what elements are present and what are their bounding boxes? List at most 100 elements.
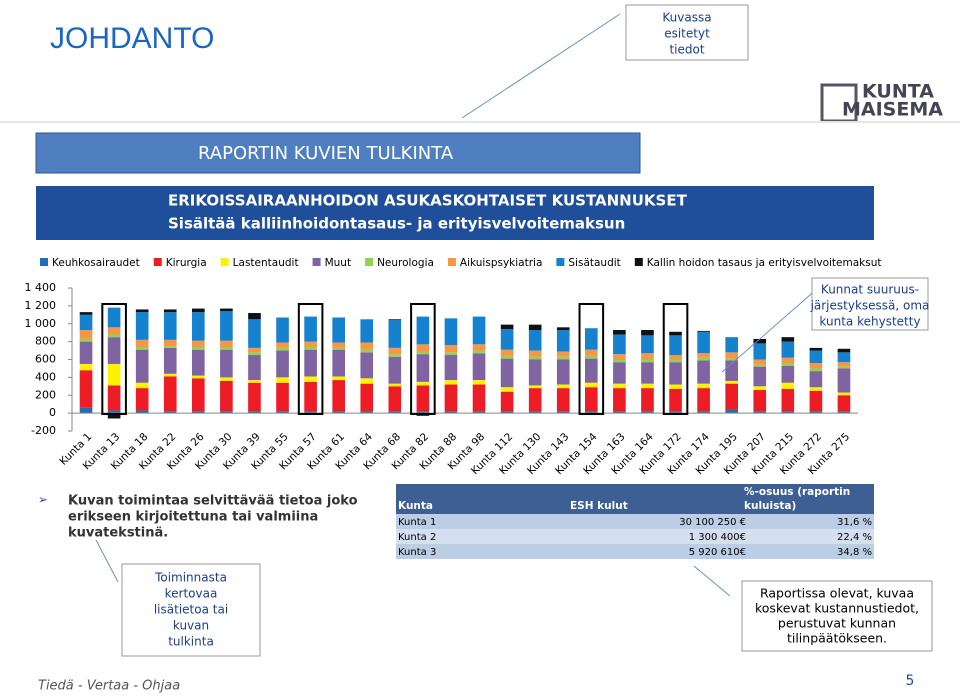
bar-segment xyxy=(837,352,851,363)
bar-segment xyxy=(444,411,458,414)
bar-segment xyxy=(276,317,289,343)
bar-segment xyxy=(416,411,430,414)
bar-segment xyxy=(809,363,823,369)
legend-label: Neurologia xyxy=(377,257,434,269)
bar-segment xyxy=(388,411,402,414)
legend-label: Keuhkosairaudet xyxy=(52,257,140,269)
callout-text: kertovaa xyxy=(165,587,218,601)
bar-segment xyxy=(725,358,738,361)
bar-segment xyxy=(304,316,317,342)
bar-segment xyxy=(276,411,289,414)
bar-segment xyxy=(781,365,795,383)
bar-segment xyxy=(556,351,570,357)
bar-segment xyxy=(697,353,710,358)
bar-segment xyxy=(135,312,149,340)
bar-segment xyxy=(163,373,177,377)
bar-segment xyxy=(837,362,851,367)
legend-label: Kirurgia xyxy=(166,257,207,269)
callout-text: tilinpäätökseen. xyxy=(787,631,887,646)
bar-segment xyxy=(585,355,598,359)
bar-segment xyxy=(388,386,402,412)
bar-segment xyxy=(669,362,682,385)
bar-segment xyxy=(220,311,233,341)
bar-segment xyxy=(697,383,710,389)
chart-title: ERIKOISSAIRAANHOIDON ASUKASKOHTAISET KUS… xyxy=(168,192,688,210)
bar-segment xyxy=(613,334,626,355)
bar-segment xyxy=(163,312,177,340)
bar-segment xyxy=(79,363,93,371)
bar-segment xyxy=(192,340,205,347)
bullet-text: kuvatekstinä. xyxy=(68,526,168,541)
bar-segment xyxy=(163,347,177,374)
highlight-frame xyxy=(101,303,127,415)
connector xyxy=(461,13,621,119)
bar-segment xyxy=(500,355,514,359)
bar-segment xyxy=(107,334,121,338)
bar-segment xyxy=(697,411,710,414)
bar-segment xyxy=(753,338,767,344)
bar-segment xyxy=(248,355,261,381)
callout-text: Kunnat suuruus- xyxy=(821,283,919,297)
bar-segment xyxy=(500,329,514,350)
bar-segment xyxy=(248,352,261,356)
legend-swatch xyxy=(40,258,48,266)
y-tick-label: 0 xyxy=(49,406,56,419)
bar-segment xyxy=(641,335,654,354)
bar-segment xyxy=(753,359,767,365)
bar-segment xyxy=(276,377,289,383)
table-header-cell: kuluista) xyxy=(744,500,796,512)
bar-segment xyxy=(528,350,542,357)
bar-segment xyxy=(360,383,374,412)
bar-segment xyxy=(135,339,149,347)
bar-segment xyxy=(416,381,430,386)
bar-segment xyxy=(388,356,402,384)
callout-text: kuvan xyxy=(173,619,209,633)
bar-segment xyxy=(528,385,542,389)
bar-segment xyxy=(809,387,823,391)
bar-segment xyxy=(192,349,205,376)
legend-label: Lastentaudit xyxy=(233,257,299,269)
connector xyxy=(95,539,119,583)
bar-segment xyxy=(781,337,795,342)
bar-segment xyxy=(500,387,514,392)
bar-segment xyxy=(725,409,738,414)
bar-segment xyxy=(669,384,682,389)
legend-swatch xyxy=(153,258,162,266)
bar-segment xyxy=(163,411,177,414)
bar-segment xyxy=(304,381,317,412)
bar-segment xyxy=(332,411,345,414)
callout-text: tulkinta xyxy=(168,635,214,649)
table-header-cell: Kunta xyxy=(398,500,433,512)
bar-segment xyxy=(585,358,598,383)
bar-segment xyxy=(472,384,486,412)
bar-segment xyxy=(585,382,598,388)
bar-segment xyxy=(276,347,289,351)
bar-segment xyxy=(360,411,374,414)
callout-text: perustuvat kunnan xyxy=(778,616,896,631)
table-row xyxy=(396,529,874,544)
logo: KUNTA MAISEMA xyxy=(820,81,943,123)
logo-text: MAISEMA xyxy=(842,99,943,121)
bar-segment xyxy=(528,411,542,414)
callout-text: Kuvassa xyxy=(662,11,711,25)
bar-segment xyxy=(304,376,317,382)
bar-segment xyxy=(248,382,261,412)
bar-segment xyxy=(163,309,177,313)
bar-segment xyxy=(528,324,542,331)
bar-segment xyxy=(556,356,570,360)
bar-segment xyxy=(332,317,345,343)
bar-segment xyxy=(220,380,233,412)
bar-segment xyxy=(781,357,795,364)
bar-segment xyxy=(725,337,738,353)
bar-segment xyxy=(753,411,767,414)
bar-segment xyxy=(641,353,654,360)
bar-segment xyxy=(388,383,402,387)
bullet-text: erikseen kirjoitettuna tai valmiina xyxy=(68,510,318,525)
table-cell: 1 300 400€ xyxy=(689,532,746,543)
legend-label: Muut xyxy=(325,257,352,269)
callout-text: koskevat kustannustiedot, xyxy=(755,601,919,616)
bar-segment xyxy=(135,349,149,383)
bar-segment xyxy=(528,330,542,351)
bar-segment xyxy=(472,316,486,345)
